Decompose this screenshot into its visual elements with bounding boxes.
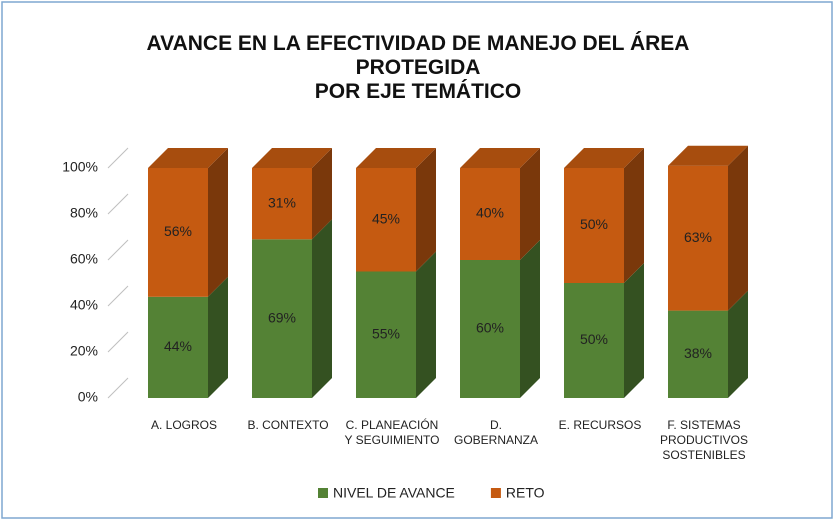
data-label: 50% — [580, 331, 608, 347]
legend-label: NIVEL DE AVANCE — [333, 485, 455, 501]
grid-line — [107, 147, 129, 169]
y-tick-label: 100% — [62, 159, 98, 175]
x-tick-label: C. PLANEACIÓN Y SEGUIMIENTO — [345, 417, 440, 447]
data-label: 50% — [580, 216, 608, 232]
x-tick-label: E. RECURSOS — [559, 418, 642, 432]
data-label: 44% — [164, 338, 192, 354]
bar-top — [668, 145, 748, 166]
grid-line — [107, 193, 129, 215]
data-label: 31% — [268, 194, 296, 210]
bar-front — [460, 168, 520, 260]
legend-swatch — [490, 488, 501, 498]
data-label: 69% — [268, 309, 296, 325]
x-tick-label: B. CONTEXTO — [247, 418, 328, 432]
x-tick-label: F. SISTEMAS PRODUCTIVOS SOSTENIBLES — [660, 418, 748, 462]
bar-front — [148, 168, 208, 297]
data-label: 60% — [476, 320, 504, 336]
legend-label: RETO — [506, 485, 545, 501]
bar-top — [564, 148, 644, 168]
data-label: 38% — [684, 345, 712, 361]
bar-top — [252, 148, 332, 168]
data-label: 55% — [372, 325, 400, 341]
bar-front — [252, 239, 312, 398]
bar-side — [728, 145, 748, 311]
bar-front — [356, 168, 416, 272]
y-tick-label: 80% — [70, 205, 98, 221]
bar-side — [416, 251, 436, 398]
bar-front — [668, 165, 728, 311]
bar-side — [624, 263, 644, 398]
data-label: 40% — [476, 205, 504, 221]
bar-front — [460, 260, 520, 398]
data-label: 63% — [684, 229, 712, 245]
bar-front — [668, 310, 728, 398]
y-tick-label: 40% — [70, 297, 98, 313]
bar-front — [148, 296, 208, 398]
bar-front — [564, 283, 624, 398]
bar-front — [356, 271, 416, 398]
chart-title: AVANCE EN LA EFECTIVIDAD DE MANEJO DEL Á… — [147, 32, 690, 103]
bar-front — [564, 168, 624, 283]
x-tick-label: D. GOBERNANZA — [454, 418, 538, 447]
grid-line — [107, 331, 129, 353]
bar-side — [208, 276, 228, 398]
data-label: 56% — [164, 223, 192, 239]
bar-front — [252, 168, 312, 240]
bar-side — [312, 219, 332, 398]
legend-swatch — [318, 488, 328, 498]
bar-side — [312, 148, 332, 240]
bar-side — [728, 290, 748, 398]
grid-line — [107, 285, 129, 307]
grid-line — [107, 377, 129, 399]
grid-line — [107, 239, 129, 261]
bar-side — [520, 240, 540, 398]
bar-top — [148, 148, 228, 168]
bar-side — [416, 148, 436, 272]
bar-side — [624, 148, 644, 283]
bar-side — [520, 148, 540, 260]
bar-side — [208, 148, 228, 297]
x-tick-label: A. LOGROS — [151, 418, 217, 432]
y-tick-label: 20% — [70, 343, 98, 359]
data-label: 45% — [372, 210, 400, 226]
y-tick-label: 60% — [70, 251, 98, 267]
y-tick-label: 0% — [78, 389, 98, 405]
bar-top — [460, 148, 540, 168]
bar-top — [356, 148, 436, 168]
